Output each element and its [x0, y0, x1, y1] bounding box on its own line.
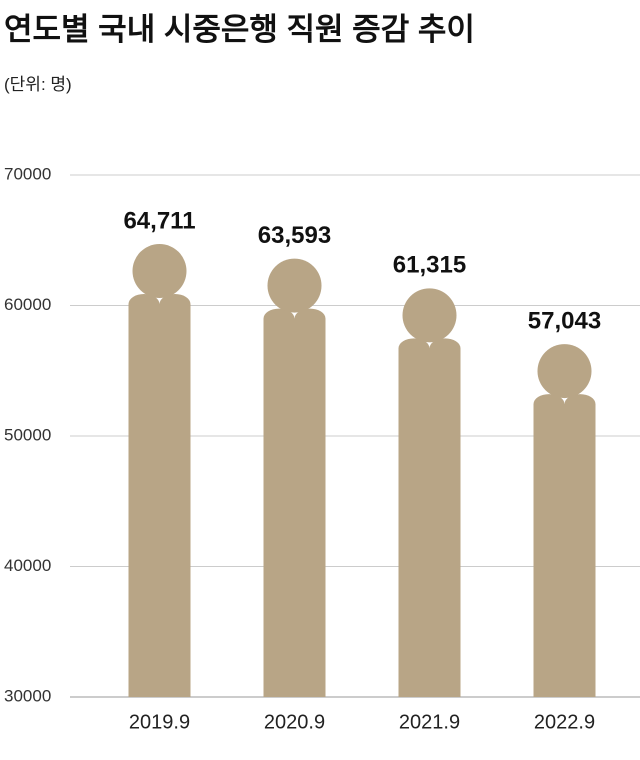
x-tick-label: 2022.9 [534, 711, 595, 733]
y-tick-label: 70000 [4, 164, 51, 183]
figure-body [263, 308, 326, 697]
value-label: 57,043 [528, 307, 601, 334]
figure-body [533, 394, 596, 697]
value-label: 64,711 [123, 207, 195, 234]
y-tick-label: 30000 [4, 686, 51, 705]
value-label: 61,315 [393, 252, 466, 279]
y-tick-label: 40000 [4, 556, 51, 575]
x-tick-label: 2021.9 [399, 711, 460, 733]
y-tick-label: 60000 [4, 295, 51, 314]
x-tick-label: 2020.9 [264, 711, 325, 733]
figure-head [537, 344, 592, 399]
figure-head [402, 288, 457, 343]
chart-subtitle: (단위: 명) [4, 75, 72, 94]
figure-head [132, 244, 187, 299]
figure-head [267, 258, 322, 313]
x-tick-label: 2019.9 [129, 711, 190, 733]
figure-body [398, 338, 461, 697]
chart-title: 연도별 국내 시중은행 직원 증감 추이 [4, 12, 475, 47]
y-tick-label: 50000 [4, 425, 51, 444]
value-label: 63,593 [258, 222, 331, 249]
figure-body [128, 294, 191, 697]
